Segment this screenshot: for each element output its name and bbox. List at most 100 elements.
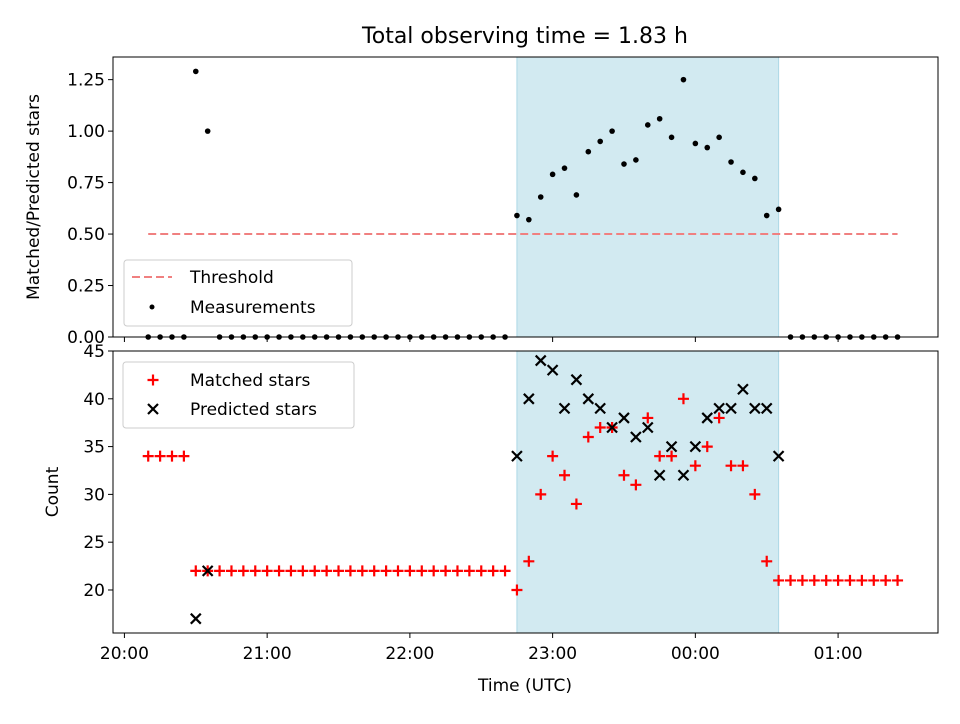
matched-star-point [261, 565, 273, 577]
x-axis-label: Time (UTC) [477, 676, 572, 696]
y-tick-label: 30 [83, 485, 105, 505]
matched-star-point [725, 460, 737, 472]
matched-star-point [773, 574, 785, 586]
threshold-legend-label: Threshold [189, 268, 274, 288]
predicted-star-point [760, 402, 773, 415]
bottom-axes-frame [112, 350, 939, 634]
matched-star-point [356, 565, 368, 577]
predicted-star-point [594, 402, 606, 415]
top-y-axis-label: Matched/Predicted stars [24, 94, 44, 300]
measurement-point [644, 122, 651, 128]
matched-star-point [142, 450, 154, 462]
matched-star-point [475, 565, 487, 577]
matched-star-point [535, 488, 547, 500]
matched-star-point [570, 498, 582, 510]
top-y-ticks: 0.00 0.25 0.50 0.75 1.00 1.25 [67, 71, 113, 348]
predicted-star-point [511, 450, 523, 462]
measurement-point [597, 138, 603, 145]
matched-star-point [487, 565, 499, 577]
measurement-point [763, 212, 770, 219]
observing-window-shade-bottom [516, 350, 780, 634]
measurement-point [704, 144, 711, 151]
predicted-star-point [534, 354, 547, 367]
predicted-star-point [677, 469, 690, 482]
matched-star-point [761, 555, 773, 567]
measurement-point [680, 76, 687, 83]
measurement-point [537, 194, 544, 200]
matched-star-point [511, 584, 523, 596]
measurement-point [656, 115, 663, 122]
matched-star-point [333, 565, 345, 577]
matched-star-point [380, 565, 392, 577]
matched-star-point [844, 574, 856, 586]
bottom-y-axis-label: Count [43, 466, 63, 517]
measurement-point [716, 134, 722, 141]
y-tick-label: 1.00 [67, 122, 105, 142]
x-tick-label: 01:00 [814, 644, 863, 664]
matched-star-point [618, 469, 630, 481]
predicted-star-point [546, 364, 559, 376]
matched-star-point [547, 450, 559, 462]
measurement-point [573, 192, 580, 198]
y-tick-label: 0.25 [67, 277, 105, 297]
predicted-star-point [653, 469, 666, 482]
predicted-star-point [749, 402, 761, 415]
matched-star-point [416, 565, 428, 577]
predicted-star-point [737, 383, 749, 396]
y-tick-label: 45 [83, 342, 105, 362]
top-legend-box [123, 259, 353, 327]
measurements-legend-label: Measurements [190, 298, 316, 318]
matched-star-point [249, 565, 261, 577]
matched-star-point [749, 488, 761, 500]
matched-star-point [594, 421, 606, 433]
measurement-point [561, 165, 568, 171]
matched-star-point [666, 450, 678, 462]
top-data-marks [145, 68, 901, 340]
measurement-point [728, 159, 734, 165]
measurement-point [585, 148, 592, 155]
predicted-star-point [570, 373, 583, 386]
matched-star-point [285, 565, 297, 577]
matched-star-point [796, 574, 808, 586]
predicted-star-point [665, 440, 678, 453]
matched-star-point [737, 460, 749, 472]
matched-star-point [190, 565, 202, 577]
matched-star-point [214, 565, 226, 577]
matched-star-point [404, 565, 416, 577]
predicted-star-point [582, 393, 595, 405]
top-panel: 0.00 0.25 0.50 0.75 1.00 1.25 Matched/Predict… [24, 56, 939, 348]
predicted-star-point [558, 402, 571, 415]
y-tick-label: 20 [83, 581, 105, 601]
measurement-point [204, 128, 211, 134]
matched-star-point [237, 565, 249, 577]
matched-star-point [701, 441, 713, 453]
matched-star-point [713, 412, 725, 424]
measurement-point [192, 68, 199, 75]
matched-star-point [225, 565, 237, 577]
measurement-point [549, 171, 556, 178]
matched-star-point [677, 393, 689, 405]
y-tick-label: 25 [83, 533, 105, 553]
y-tick-label: 1.25 [67, 71, 105, 91]
figure-title: Total observing time = 1.83 h [361, 24, 688, 49]
top-legend: Threshold Measurements [123, 259, 353, 327]
legend-x-marker [147, 403, 159, 415]
matched-star-point [368, 565, 380, 577]
matched-star-point [582, 431, 594, 443]
predicted-star-point [701, 412, 714, 424]
matched-star-point [392, 565, 404, 577]
predicted-star-point [630, 431, 642, 443]
measurements-legend-swatch [149, 304, 155, 310]
matched-star-point [559, 469, 571, 481]
measurement-point [621, 161, 627, 167]
matched-star-point [856, 574, 868, 586]
predicted-star-point [641, 421, 654, 434]
predicted-star-point [713, 402, 725, 415]
measurement-point [609, 128, 615, 134]
matched-star-point [642, 412, 654, 424]
matched-star-point [440, 565, 452, 577]
matched-star-point [273, 565, 285, 577]
matched-star-point [297, 565, 309, 577]
matched-star-point [820, 574, 832, 586]
